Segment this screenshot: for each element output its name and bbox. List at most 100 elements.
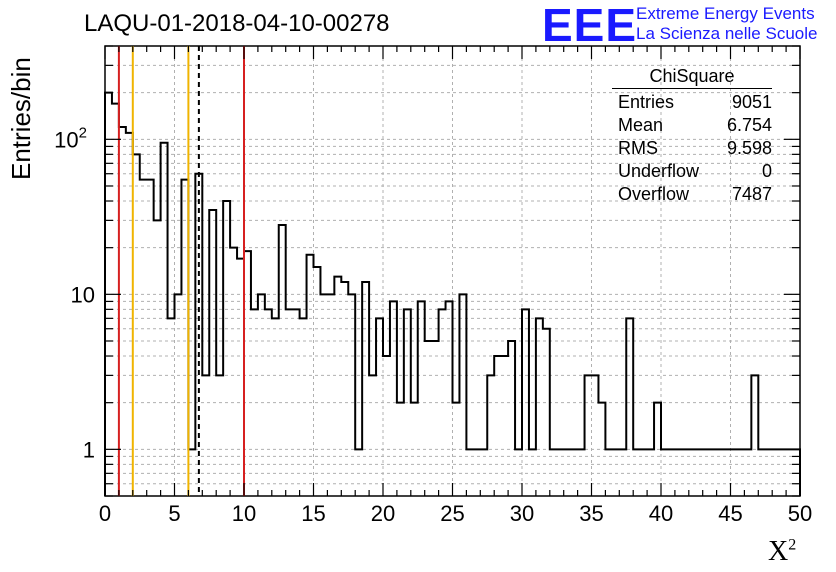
histogram-bar xyxy=(633,449,640,496)
histogram-bar xyxy=(703,449,710,496)
histogram-bar xyxy=(439,309,446,496)
histogram-bar xyxy=(737,449,744,496)
y-tick-label: 10 xyxy=(71,282,95,307)
stats-row-underflow: Underflow 0 xyxy=(612,160,772,183)
histogram-bar xyxy=(119,127,126,496)
histogram-bar xyxy=(418,301,425,496)
histogram-bar xyxy=(188,449,195,496)
histogram-bar xyxy=(585,375,592,496)
histogram-bar xyxy=(647,449,654,496)
histogram-bar xyxy=(453,403,460,496)
logo-text-line1: Extreme Energy Events xyxy=(636,4,815,23)
histogram-bar xyxy=(466,449,473,496)
histogram-outline xyxy=(104,91,801,496)
histogram-bar xyxy=(640,449,647,496)
histogram-bar xyxy=(571,449,578,496)
histogram-bar xyxy=(529,449,536,496)
histogram-bar xyxy=(654,403,661,496)
stats-label: Overflow xyxy=(618,184,690,204)
histogram-bar xyxy=(682,449,689,496)
histogram-bar xyxy=(710,449,717,496)
x-axis-label: X2 xyxy=(768,536,796,568)
histogram-bar xyxy=(293,309,300,496)
stats-value: 6.754 xyxy=(726,115,772,135)
stats-label: RMS xyxy=(618,138,658,158)
histogram-bar xyxy=(522,309,529,496)
histogram-bar xyxy=(717,449,724,496)
histogram-bar xyxy=(598,403,605,496)
histogram-bar xyxy=(209,210,216,496)
histogram-bar xyxy=(397,403,404,496)
histogram-bar xyxy=(619,449,626,496)
histogram-bar xyxy=(216,375,223,496)
histogram-bar xyxy=(320,294,327,496)
histogram-bar xyxy=(355,449,362,496)
histogram-bar xyxy=(446,301,453,496)
histogram-bar xyxy=(161,143,168,496)
histogram-bar xyxy=(661,449,668,496)
stats-label: Underflow xyxy=(618,161,700,181)
histogram-bar xyxy=(459,294,466,496)
stats-row-entries: Entries 9051 xyxy=(612,91,772,114)
stats-value: 7487 xyxy=(731,184,772,204)
histogram-bar xyxy=(223,201,230,496)
histogram-bar xyxy=(626,318,633,496)
x-axis-label-exponent: 2 xyxy=(788,536,797,554)
tick-labels: 0 5 10 15 20 25 30 35 40 45 50 1 10 102 xyxy=(54,124,812,526)
histogram-bar xyxy=(258,294,265,496)
histogram-bar xyxy=(696,449,703,496)
histogram-bar xyxy=(508,341,515,496)
histogram-bar xyxy=(383,356,390,496)
histogram-bar xyxy=(744,449,751,496)
x-tick-label: 15 xyxy=(301,501,325,526)
histogram-bar xyxy=(751,375,758,496)
histogram-bar xyxy=(501,356,508,496)
histogram-bar xyxy=(731,449,738,496)
stats-title: ChiSquare xyxy=(612,66,772,89)
histogram-bar xyxy=(724,449,731,496)
histogram-bar xyxy=(314,267,321,496)
histogram-bar xyxy=(480,449,487,496)
histogram-bar xyxy=(487,375,494,496)
histogram-bar xyxy=(390,301,397,496)
x-tick-label: 35 xyxy=(579,501,603,526)
histogram-bar xyxy=(494,356,501,496)
histogram-bar xyxy=(348,294,355,496)
histogram-bar xyxy=(147,180,154,496)
histogram-bar xyxy=(300,318,307,496)
histogram-bar xyxy=(251,309,258,496)
histogram-bar xyxy=(473,449,480,496)
histogram-bar xyxy=(758,449,765,496)
eee-logo: EEE xyxy=(542,0,638,51)
histogram-bar xyxy=(536,318,543,496)
logo-text-line2: La Scienza nelle Scuole xyxy=(636,24,818,43)
histogram-bar xyxy=(327,294,334,496)
histogram-bar xyxy=(265,309,272,496)
histogram-bar xyxy=(557,449,564,496)
histogram-bar xyxy=(543,329,550,496)
stats-row-overflow: Overflow 7487 xyxy=(612,183,772,206)
y-tick-label: 102 xyxy=(54,124,87,152)
x-tick-label: 10 xyxy=(232,501,256,526)
histogram-bar xyxy=(578,449,585,496)
y-tick-label: 1 xyxy=(83,437,95,462)
histogram-bar xyxy=(369,375,376,496)
histogram-bar xyxy=(411,403,418,496)
histogram-bar xyxy=(765,449,772,496)
stats-row-rms: RMS 9.598 xyxy=(612,137,772,160)
stats-box: ChiSquare Entries 9051 Mean 6.754 RMS 9.… xyxy=(612,66,772,206)
histogram-bar xyxy=(425,341,432,496)
x-tick-label: 0 xyxy=(99,501,111,526)
x-tick-label: 25 xyxy=(440,501,464,526)
histogram-bar xyxy=(133,154,140,496)
histogram-bar xyxy=(675,449,682,496)
histogram-bar xyxy=(432,341,439,496)
histogram-bar xyxy=(272,318,279,496)
histogram-bar xyxy=(404,309,411,496)
x-tick-label: 50 xyxy=(788,501,812,526)
histogram-bar xyxy=(175,294,182,496)
histogram-bar xyxy=(244,251,251,496)
histogram-bar xyxy=(334,277,341,496)
histogram-bar xyxy=(376,318,383,496)
histogram-bar xyxy=(279,225,286,496)
